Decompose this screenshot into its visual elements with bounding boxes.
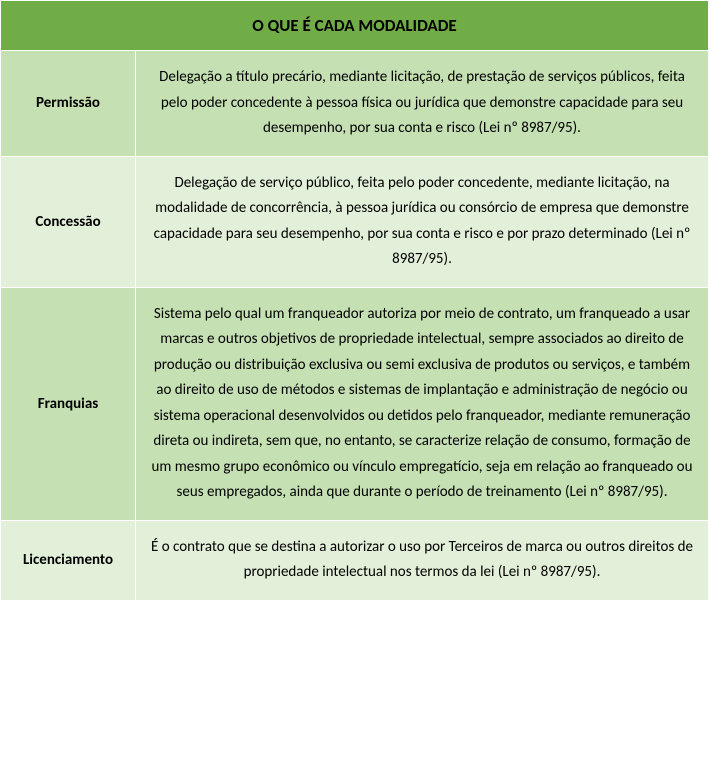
table-row: Franquias Sistema pelo qual um franquead… — [1, 287, 709, 520]
row-desc-franquias: Sistema pelo qual um franqueador autoriz… — [136, 287, 709, 520]
table-row: Licenciamento É o contrato que se destin… — [1, 520, 709, 600]
table-row: Concessão Delegação de serviço público, … — [1, 156, 709, 287]
row-label-concessao: Concessão — [1, 156, 136, 287]
row-desc-permissao: Delegação a título precário, mediante li… — [136, 51, 709, 157]
row-label-licenciamento: Licenciamento — [1, 520, 136, 600]
row-desc-concessao: Delegação de serviço público, feita pelo… — [136, 156, 709, 287]
table-header-row: O QUE É CADA MODALIDADE — [1, 1, 709, 51]
row-desc-licenciamento: É o contrato que se destina a autorizar … — [136, 520, 709, 600]
row-label-permissao: Permissão — [1, 51, 136, 157]
row-label-franquias: Franquias — [1, 287, 136, 520]
table-title: O QUE É CADA MODALIDADE — [1, 1, 709, 51]
modalidade-table: O QUE É CADA MODALIDADE Permissão Delega… — [0, 0, 709, 601]
table-row: Permissão Delegação a título precário, m… — [1, 51, 709, 157]
